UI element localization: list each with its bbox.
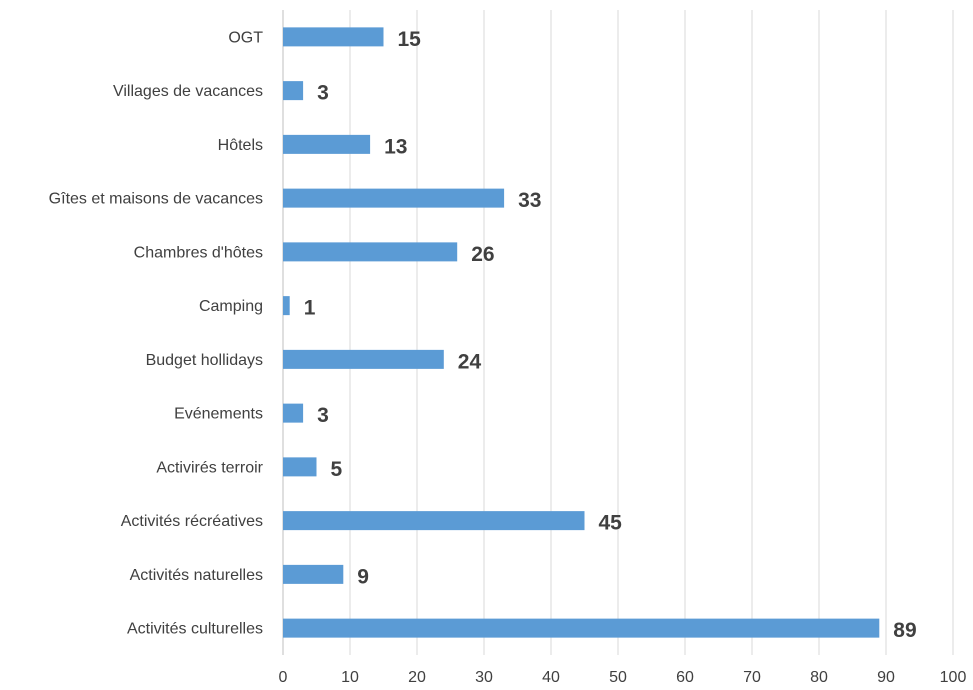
category-label: Budget hollidays: [146, 352, 263, 369]
data-label: 89: [893, 619, 916, 642]
data-label: 26: [471, 243, 494, 266]
data-labels: 15 3 13 33 26 1 24 3 5 45 9 89: [304, 28, 917, 642]
data-label: 3: [317, 404, 329, 427]
x-tick-label: 90: [877, 669, 895, 686]
category-label: Activirés terroir: [156, 459, 263, 476]
bar: [283, 27, 384, 47]
category-label: Evénements: [174, 406, 263, 423]
grid-lines: [282, 10, 954, 655]
data-label: 5: [331, 458, 343, 481]
category-label: Activités culturelles: [127, 621, 263, 638]
bar: [283, 81, 304, 101]
x-tick-labels: 0 10 20 30 40 50 60 70 80 90 100: [279, 669, 967, 686]
x-tick-label: 70: [743, 669, 761, 686]
x-tick-label: 40: [542, 669, 560, 686]
x-tick-label: 20: [408, 669, 426, 686]
bars: [283, 27, 880, 638]
data-label: 33: [518, 189, 541, 212]
data-label: 13: [384, 135, 407, 158]
data-label: 24: [458, 350, 482, 373]
bar: [283, 511, 585, 531]
bar: [283, 457, 317, 477]
x-tick-label: 30: [475, 669, 493, 686]
data-label: 9: [357, 565, 369, 588]
category-label: Gîtes et maisons de vacances: [49, 191, 263, 208]
category-label: Hôtels: [218, 137, 263, 154]
bar: [283, 134, 371, 154]
data-label: 1: [304, 297, 316, 320]
x-tick-label: 0: [279, 669, 288, 686]
x-tick-label: 60: [676, 669, 694, 686]
bar: [283, 349, 444, 369]
bar: [283, 618, 880, 638]
data-label: 3: [317, 82, 329, 105]
bar: [283, 296, 290, 316]
bar: [283, 188, 505, 208]
x-tick-label: 80: [810, 669, 828, 686]
data-label: 15: [398, 28, 422, 51]
x-tick-label: 100: [940, 669, 967, 686]
bar: [283, 403, 304, 423]
category-label: Chambres d'hôtes: [134, 244, 263, 261]
x-tick-label: 50: [609, 669, 627, 686]
data-label: 45: [599, 512, 623, 535]
x-tick-label: 10: [341, 669, 359, 686]
category-label: OGT: [228, 29, 263, 46]
category-label: Activités naturelles: [130, 567, 263, 584]
category-label: Villages de vacances: [113, 83, 263, 100]
category-label: Camping: [199, 298, 263, 315]
category-labels: OGT Villages de vacances Hôtels Gîtes et ma…: [49, 29, 264, 637]
bar: [283, 242, 458, 262]
category-label: Activités récréatives: [121, 513, 263, 530]
bar: [283, 564, 344, 584]
